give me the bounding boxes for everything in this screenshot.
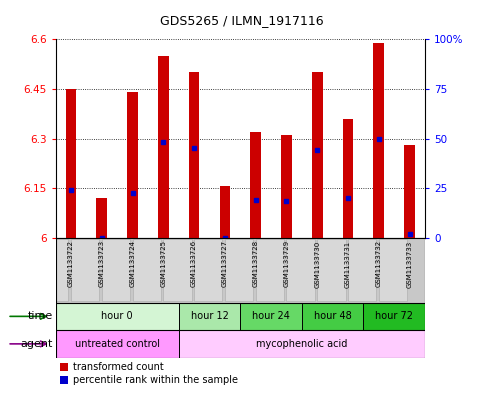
Bar: [404, 145, 415, 238]
Bar: [256, 239, 284, 301]
Text: GSM1133729: GSM1133729: [284, 241, 289, 288]
Bar: [102, 239, 130, 301]
Text: GDS5265 / ILMN_1917116: GDS5265 / ILMN_1917116: [160, 14, 323, 27]
Text: agent: agent: [21, 339, 53, 349]
Text: GSM1133728: GSM1133728: [253, 241, 259, 288]
Text: GSM1133727: GSM1133727: [222, 241, 228, 288]
Text: mycophenolic acid: mycophenolic acid: [256, 339, 348, 349]
Text: hour 72: hour 72: [375, 311, 413, 321]
Text: hour 48: hour 48: [314, 311, 352, 321]
Text: GSM1133722: GSM1133722: [68, 241, 74, 287]
Bar: [127, 92, 138, 238]
Bar: [163, 239, 192, 301]
Text: GSM1133731: GSM1133731: [345, 241, 351, 288]
Text: hour 24: hour 24: [252, 311, 290, 321]
Bar: [96, 198, 107, 238]
Text: hour 12: hour 12: [191, 311, 228, 321]
Bar: [189, 72, 199, 238]
Bar: [317, 239, 346, 301]
Text: GSM1133725: GSM1133725: [160, 241, 166, 287]
Bar: [286, 239, 315, 301]
Bar: [56, 238, 425, 303]
Bar: [132, 239, 161, 301]
Bar: [373, 42, 384, 238]
Bar: [194, 239, 223, 301]
Text: GSM1133733: GSM1133733: [407, 241, 412, 288]
Text: GSM1133730: GSM1133730: [314, 241, 320, 288]
Bar: [250, 132, 261, 238]
Bar: [312, 72, 323, 238]
Text: GSM1133724: GSM1133724: [129, 241, 136, 287]
Bar: [379, 239, 407, 301]
Text: GSM1133723: GSM1133723: [99, 241, 105, 288]
Bar: [71, 239, 99, 301]
Text: hour 0: hour 0: [101, 311, 133, 321]
Bar: [219, 187, 230, 238]
Text: time: time: [28, 311, 53, 321]
Text: untreated control: untreated control: [75, 339, 159, 349]
Bar: [348, 239, 376, 301]
Bar: [158, 56, 169, 238]
Bar: [40, 239, 69, 301]
Bar: [342, 119, 354, 238]
Bar: [281, 135, 292, 238]
Legend: transformed count, percentile rank within the sample: transformed count, percentile rank withi…: [60, 362, 238, 386]
Text: GSM1133726: GSM1133726: [191, 241, 197, 288]
Text: GSM1133732: GSM1133732: [376, 241, 382, 288]
Bar: [66, 89, 76, 238]
Bar: [225, 239, 253, 301]
